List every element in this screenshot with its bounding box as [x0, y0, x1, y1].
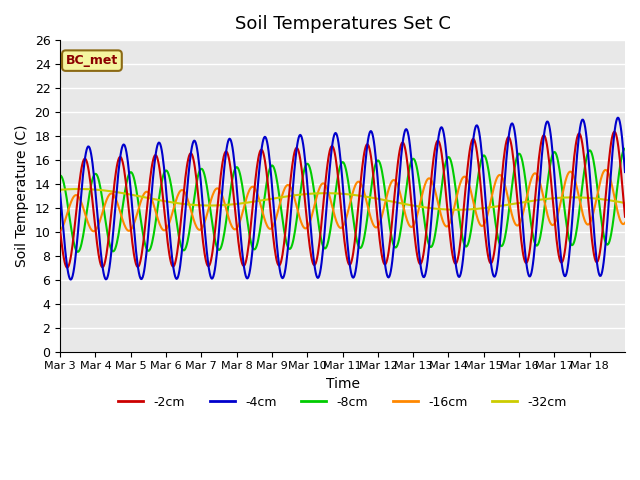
Title: Soil Temperatures Set C: Soil Temperatures Set C: [235, 15, 451, 33]
Legend: -2cm, -4cm, -8cm, -16cm, -32cm: -2cm, -4cm, -8cm, -16cm, -32cm: [113, 391, 572, 414]
X-axis label: Time: Time: [326, 377, 360, 391]
Text: BC_met: BC_met: [66, 54, 118, 67]
Y-axis label: Soil Temperature (C): Soil Temperature (C): [15, 125, 29, 267]
